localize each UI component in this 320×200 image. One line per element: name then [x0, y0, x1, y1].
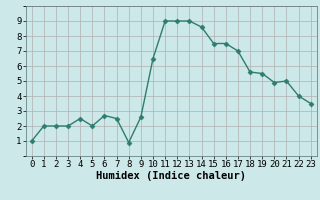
X-axis label: Humidex (Indice chaleur): Humidex (Indice chaleur) — [96, 171, 246, 181]
